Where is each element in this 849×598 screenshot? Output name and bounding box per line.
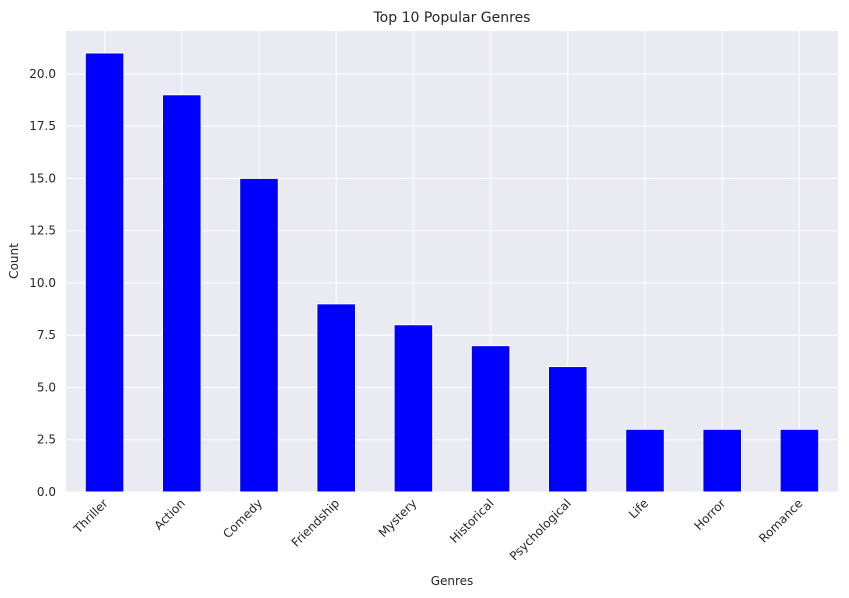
x-axis-title: Genres [431,574,474,588]
x-tick-label-comedy: Comedy [220,496,265,541]
bar-comedy [239,177,279,493]
x-tick-label-romance: Romance [756,496,805,545]
x-tick-label-historical: Historical [447,496,497,546]
x-tick-label-life: Life [626,496,651,521]
bars [84,52,820,493]
chart-title: Top 10 Popular Genres [373,10,531,26]
x-tick-labels: Thriller Action Comedy Friendship Mystery His… [70,496,805,563]
bar-action [162,94,202,493]
y-tick-labels: 0.0 2.5 5.0 7.5 10.0 12.5 15.0 17.5 20.0 [29,67,56,499]
x-tick-label-psychological: Psychological [507,496,574,563]
y-tick-label: 5.0 [37,380,56,394]
bar-horror [702,428,743,493]
bar-mystery [393,324,434,493]
x-tick-label-action: Action [151,496,187,532]
bar-life [625,428,665,493]
bar-friendship [316,303,356,493]
bar-psychological [548,366,588,493]
y-tick-label: 0.0 [37,485,56,499]
y-axis-title: Count [7,243,21,279]
y-tick-label: 10.0 [29,276,56,290]
y-tick-label: 17.5 [29,119,56,133]
x-tick-label-friendship: Friendship [289,496,343,550]
y-tick-label: 15.0 [29,171,56,185]
y-tick-label: 7.5 [37,328,56,342]
y-tick-label: 20.0 [29,67,56,81]
x-tick-label-thriller: Thriller [70,496,110,536]
y-tick-label: 12.5 [29,224,56,238]
x-tick-label-horror: Horror [692,496,729,533]
x-tick-label-mystery: Mystery [376,496,420,540]
bar-thriller [84,52,125,493]
bar-historical [470,345,511,493]
bar-romance [779,428,820,493]
y-tick-label: 2.5 [37,433,56,447]
